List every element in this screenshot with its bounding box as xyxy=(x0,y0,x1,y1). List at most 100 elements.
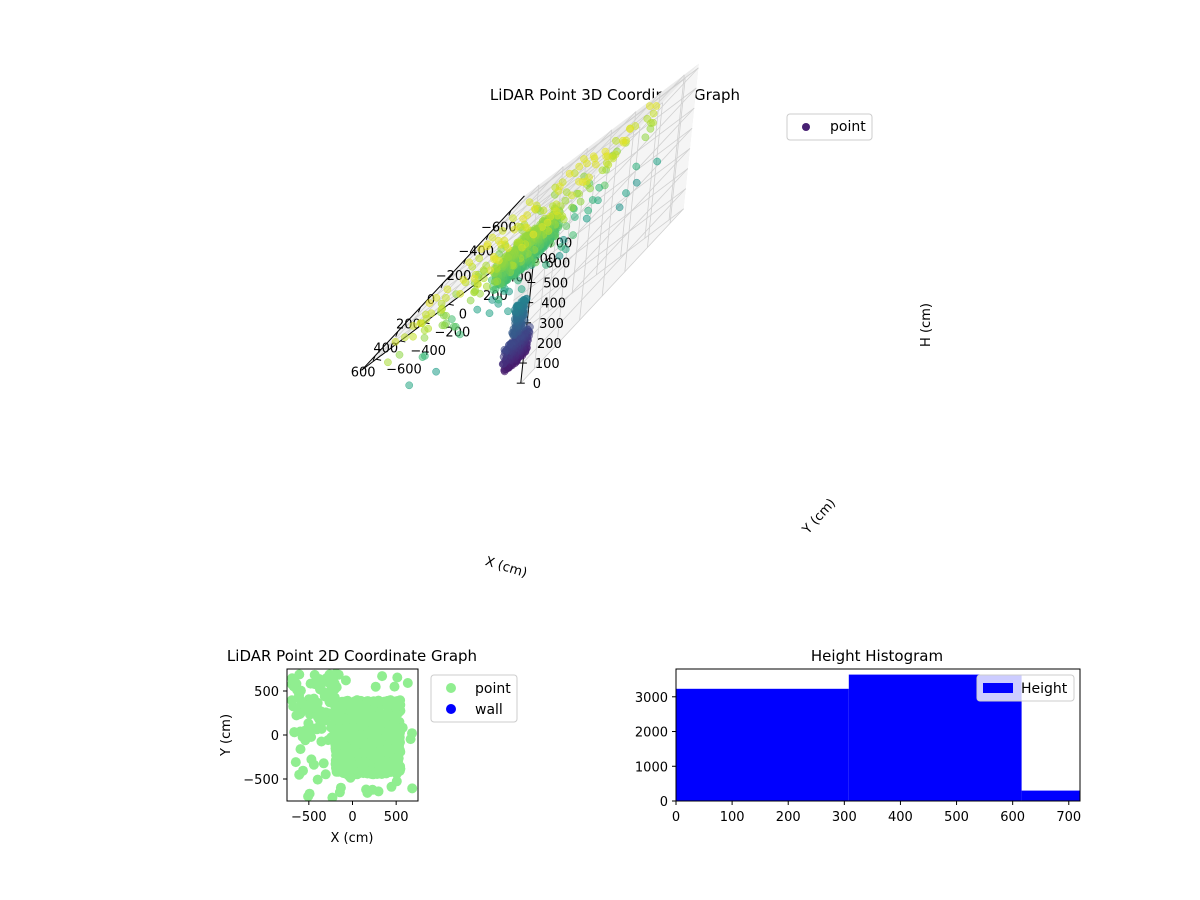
plot-2d-point xyxy=(309,679,320,690)
plot-3d-point xyxy=(459,275,468,284)
plot-2d-legend-marker-wall xyxy=(446,704,456,714)
plot-2d-point xyxy=(329,692,340,703)
plot-2d-point xyxy=(306,754,317,765)
plot-2d-legend[interactable]: point wall xyxy=(430,674,518,723)
plot-3d-point xyxy=(645,102,654,110)
plot-3d-point xyxy=(449,322,458,331)
plot-2d-x-tick-label: 0 xyxy=(348,810,356,825)
histogram-bar xyxy=(1021,790,1080,801)
plot-3d-point xyxy=(482,282,491,291)
histogram-x-tick-label: 600 xyxy=(1000,810,1025,825)
plot-3d-point xyxy=(456,330,464,339)
plot-2d-xlabel: X (cm) xyxy=(331,831,374,846)
plot-3d-point xyxy=(492,265,501,273)
plot-3d-point xyxy=(438,321,447,330)
plot-3d-point xyxy=(409,322,417,330)
plot-3d-x-tick-label: 400 xyxy=(373,342,398,357)
plot-3d-x-tick xyxy=(440,282,444,289)
plot-2d-point xyxy=(348,759,359,770)
histogram-frame xyxy=(675,668,1081,802)
plot-2d-point xyxy=(387,731,398,742)
plot-3d-z-tick-label: 200 xyxy=(537,337,562,352)
plot-3d-point xyxy=(653,157,662,166)
plot-3d-gridline xyxy=(528,127,693,303)
plot-3d-point xyxy=(649,109,658,118)
plot-3d-point xyxy=(626,125,634,133)
plot-2d-point xyxy=(356,730,367,741)
plot-3d-point xyxy=(437,305,446,314)
plot-3d-point xyxy=(416,319,425,328)
plot-2d-point xyxy=(304,788,315,799)
plot-2d-point xyxy=(345,713,356,724)
plot-3d-point xyxy=(570,213,579,221)
plot-3d-point xyxy=(652,102,661,110)
histogram-x-tick-label: 400 xyxy=(888,810,913,825)
plot-3d-point xyxy=(584,206,593,215)
plot-3d-point xyxy=(395,350,404,359)
plot-3d-zlabel: H (cm) xyxy=(919,303,934,347)
plot-2d-point xyxy=(376,713,387,724)
plot-3d-point xyxy=(598,166,607,175)
plot-3d-x-tick xyxy=(417,307,421,313)
plot-3d-point xyxy=(595,183,604,192)
plot-3d-point xyxy=(432,293,441,302)
plot-2d-y-tick-label: 0 xyxy=(271,729,279,744)
plot-3d-x-tick xyxy=(463,258,467,265)
plot-3d-point xyxy=(518,243,526,252)
plot-3d-x-tick-label: 600 xyxy=(351,366,376,381)
histogram-legend[interactable]: Height xyxy=(976,674,1075,702)
plot-2d-point xyxy=(357,720,368,731)
plot-3d-point xyxy=(498,226,507,235)
histogram-x-tick-label: 700 xyxy=(1056,810,1081,825)
plot-3d-point xyxy=(466,296,475,305)
plot-3d-point xyxy=(447,315,456,323)
plot-3d-legend[interactable]: point xyxy=(786,113,873,141)
plot-3d-x-tick-label: −600 xyxy=(481,220,517,235)
plot-3d-point xyxy=(498,360,507,368)
plot-2d-point xyxy=(333,669,344,680)
plot-2d-point xyxy=(312,697,323,708)
plot-3d-point xyxy=(486,266,495,275)
histogram-y-tick-label: 0 xyxy=(660,795,668,810)
plot-3d-point xyxy=(632,178,641,187)
histogram-y-tick-label: 1000 xyxy=(635,760,668,775)
plot-2d-point xyxy=(299,700,310,711)
histogram-x-tick-label: 100 xyxy=(720,810,745,825)
plot-3d-point xyxy=(475,254,484,263)
plot-2d-point xyxy=(364,726,375,737)
plot-3d-point xyxy=(494,236,503,245)
plot-3d-gridline xyxy=(526,148,691,324)
plot-2d-point xyxy=(397,722,408,733)
plot-3d-point xyxy=(470,287,479,296)
plot-3d-gridline xyxy=(375,184,540,360)
histogram-x-tick-label: 200 xyxy=(776,810,801,825)
plot-3d-point xyxy=(513,238,522,247)
plot-2d-point xyxy=(377,671,388,682)
plot-2d-point xyxy=(340,675,351,686)
plot-3d-x-tick xyxy=(395,331,399,337)
plot-3d-point xyxy=(559,235,568,244)
plot-3d-point xyxy=(491,278,499,286)
plot-3d-point xyxy=(622,189,630,197)
plot-3d-point xyxy=(443,285,452,294)
plot-3d-point xyxy=(418,353,427,361)
plot-2d-point xyxy=(323,735,334,746)
plot-3d-point xyxy=(510,306,519,315)
plot-2d-point xyxy=(309,669,320,680)
histogram-ticks: 0 100 200 300 400 500 600 700 0 1000 2000 3000 xyxy=(635,691,1081,825)
plot-2d-ylabel: Y (cm) xyxy=(219,714,234,757)
plot-2d-point xyxy=(394,765,405,776)
plot-3d-point xyxy=(409,332,417,341)
plot-2d-points xyxy=(287,669,418,801)
plot-3d-z-tick-label: 400 xyxy=(541,297,566,312)
plot-2d-point xyxy=(407,783,418,794)
plot-2d-point xyxy=(361,784,372,795)
plot-3d-point xyxy=(499,353,508,361)
plot-2d-point xyxy=(362,768,373,779)
plot-3d-point xyxy=(530,205,539,213)
plot-3d-point xyxy=(474,280,482,289)
plot-2d-point xyxy=(320,707,331,718)
plot-3d-point xyxy=(632,162,641,171)
plot-3d-y-tick xyxy=(400,340,406,343)
plot-3d-point xyxy=(646,124,655,133)
